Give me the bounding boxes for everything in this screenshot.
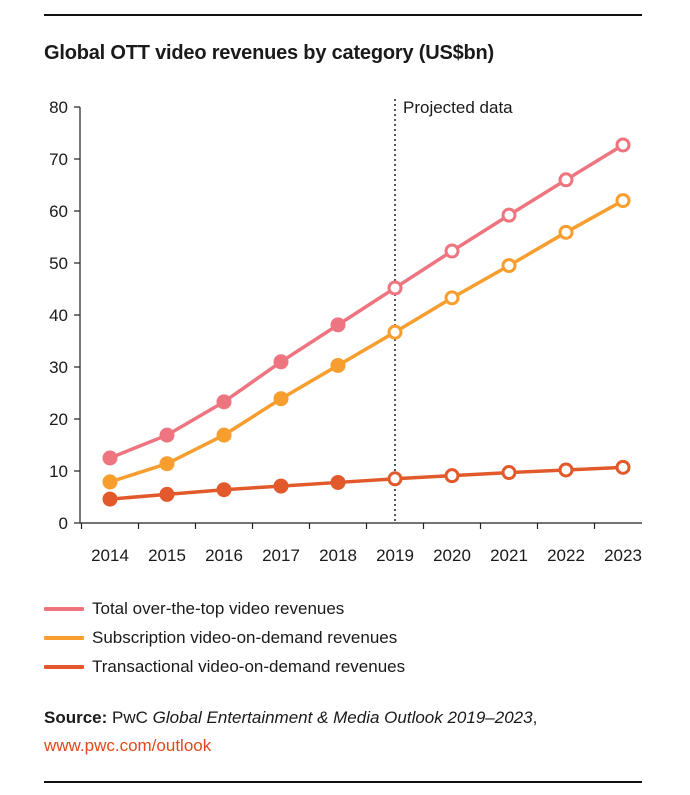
x-tick-label: 2023	[604, 546, 642, 565]
y-tick-label: 10	[49, 462, 68, 481]
data-point	[216, 482, 232, 498]
legend-label: Total over-the-top video revenues	[92, 598, 345, 618]
legend-item: Subscription video-on-demand revenues	[44, 623, 405, 652]
legend-label: Transactional video-on-demand revenues	[92, 656, 406, 676]
bottom-rule	[44, 781, 642, 783]
y-tick-label: 20	[49, 410, 68, 429]
x-tick-label: 2018	[319, 546, 357, 565]
y-tick-label: 70	[49, 150, 68, 169]
data-point	[159, 427, 175, 443]
series-line	[109, 465, 624, 501]
data-point	[159, 456, 175, 472]
projected-point	[387, 471, 403, 487]
projected-point	[444, 290, 460, 306]
projected-point	[615, 193, 631, 209]
data-point	[273, 391, 289, 407]
y-tick-label: 40	[49, 306, 68, 325]
data-point	[273, 478, 289, 494]
series-1	[102, 193, 631, 490]
source-prefix: PwC	[112, 708, 153, 727]
chart-title: Global OTT video revenues by category (U…	[44, 42, 494, 64]
legend-swatch	[44, 664, 84, 669]
legend-swatch	[44, 606, 84, 611]
legend: Total over-the-top video revenues Subscri…	[44, 594, 405, 681]
source-label: Source:	[44, 708, 108, 727]
y-tick-label: 0	[59, 514, 68, 533]
data-point	[102, 491, 118, 507]
data-point	[273, 354, 289, 370]
x-tick-label: 2022	[547, 546, 585, 565]
series-0	[102, 137, 631, 466]
projected-point	[387, 324, 403, 340]
y-tick-label: 30	[49, 358, 68, 377]
source-suffix: ,	[532, 708, 538, 727]
top-rule	[44, 14, 642, 16]
data-point	[216, 394, 232, 410]
x-tick-label: 2014	[91, 546, 129, 565]
data-point	[159, 486, 175, 502]
projected-point	[558, 462, 574, 478]
data-point	[216, 427, 232, 443]
x-tick-label: 2019	[376, 546, 414, 565]
x-tick-label: 2021	[490, 546, 528, 565]
y-tick-label: 60	[49, 202, 68, 221]
data-point	[330, 357, 346, 373]
series-2	[102, 459, 631, 507]
x-axis: 2014 2015 2016 2017 2018 2019 2020 2021 2022 2023	[80, 522, 642, 565]
projected-point	[615, 137, 631, 153]
x-tick-label: 2015	[148, 546, 186, 565]
series-line	[109, 199, 624, 484]
projected-point	[501, 465, 517, 481]
legend-label: Subscription video-on-demand revenues	[92, 627, 398, 647]
x-tick-label: 2016	[205, 546, 243, 565]
series-group	[102, 137, 631, 507]
projected-point	[615, 459, 631, 475]
source-publication: Global Entertainment & Media Outlook 201…	[152, 708, 533, 727]
data-point	[102, 474, 118, 490]
projected-point	[558, 172, 574, 188]
projected-point	[444, 468, 460, 484]
source-note: Source: PwC Global Entertainment & Media…	[44, 704, 537, 760]
projection-divider: Projected data	[394, 98, 513, 523]
data-point	[330, 474, 346, 490]
series-line	[109, 143, 624, 460]
y-tick-label: 80	[49, 98, 68, 117]
legend-item: Total over-the-top video revenues	[44, 594, 405, 623]
x-tick-label: 2017	[262, 546, 300, 565]
legend-swatch	[44, 635, 84, 640]
projection-label: Projected data	[403, 98, 513, 117]
source-link[interactable]: www.pwc.com/outlook	[44, 736, 212, 755]
projected-point	[501, 207, 517, 223]
x-tick-label: 2020	[433, 546, 471, 565]
data-point	[330, 317, 346, 333]
projected-point	[387, 280, 403, 296]
projected-point	[501, 258, 517, 274]
legend-item: Transactional video-on-demand revenues	[44, 652, 405, 681]
y-tick-label: 50	[49, 254, 68, 273]
projected-point	[558, 224, 574, 240]
projected-point	[444, 243, 460, 259]
data-point	[102, 450, 118, 466]
y-axis: 0 10 20 30 40 50 60 70 80	[49, 98, 81, 533]
